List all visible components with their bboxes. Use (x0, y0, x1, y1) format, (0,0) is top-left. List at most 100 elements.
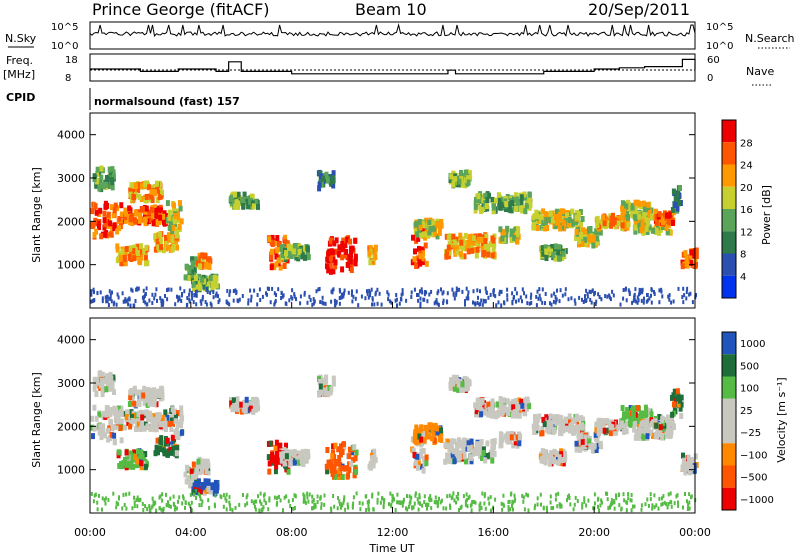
heatmap-cell (345, 261, 350, 268)
heatmap-cell (200, 503, 203, 507)
heatmap-cell (641, 287, 644, 292)
heatmap-cell (177, 223, 182, 230)
heatmap-cell (320, 502, 323, 507)
heatmap-cell (144, 194, 149, 200)
heatmap-cell (451, 494, 454, 499)
heatmap-cell (136, 448, 141, 455)
heatmap-cell (582, 300, 585, 304)
heatmap-cell (306, 453, 311, 460)
heatmap-cell (525, 399, 530, 406)
heatmap-cell (269, 300, 272, 305)
heatmap-cell (119, 463, 124, 470)
heatmap-cell (107, 303, 110, 307)
heatmap-cell (341, 292, 343, 297)
heatmap-cell (624, 428, 629, 435)
heatmap-cell (410, 495, 413, 500)
heatmap-cell (499, 441, 504, 448)
heatmap-cell (391, 494, 394, 498)
heatmap-cell (164, 245, 168, 252)
heatmap-cell (99, 233, 104, 240)
heatmap-cell (172, 501, 175, 506)
heatmap-cell (552, 448, 557, 455)
heatmap-cell (452, 239, 457, 246)
heatmap-cell (192, 267, 197, 273)
heatmap-cell (661, 217, 666, 224)
heatmap-cell (666, 218, 671, 225)
heatmap-cell (241, 294, 244, 298)
heatmap-cell (646, 497, 649, 502)
heatmap-cell (164, 294, 166, 298)
heatmap-cell (155, 219, 160, 226)
heatmap-cell (155, 412, 160, 419)
heatmap-cell (161, 447, 166, 454)
heatmap-cell (675, 191, 680, 198)
heatmap-cell (593, 492, 596, 497)
heatmap-cell (402, 500, 405, 504)
heatmap-cell (228, 500, 231, 505)
heatmap-cell (688, 292, 691, 297)
heatmap-cell (161, 498, 164, 503)
heatmap-cell (595, 437, 600, 444)
heatmap-cell (293, 493, 296, 498)
heatmap-cell (531, 224, 536, 231)
heatmap-cell (141, 295, 144, 300)
heatmap-cell (649, 411, 654, 418)
heatmap-cell (392, 496, 395, 501)
heatmap-cell (525, 492, 528, 497)
heatmap-cell (257, 494, 259, 499)
heatmap-cell (153, 232, 158, 239)
heatmap-cell (497, 300, 500, 305)
heatmap-cell (487, 496, 490, 501)
heatmap-cell (319, 496, 322, 501)
heatmap-cell (460, 442, 465, 449)
heatmap-cell (555, 414, 560, 421)
heatmap-cell (558, 225, 563, 232)
heatmap-cell (668, 297, 671, 302)
heatmap-cell (214, 275, 219, 282)
heatmap-cell (412, 256, 417, 263)
heatmap-cell (419, 448, 424, 455)
heatmap-cell (133, 182, 138, 189)
heatmap-cell (118, 425, 123, 432)
heatmap-cell (117, 216, 122, 222)
heatmap-cell (332, 240, 337, 247)
heatmap-cell (238, 401, 243, 408)
heatmap-cell (401, 288, 404, 293)
heatmap-cell (149, 193, 154, 200)
heatmap-cell (665, 502, 668, 507)
heatmap-cell (146, 209, 151, 216)
heatmap-cell (559, 288, 562, 293)
heatmap-cell (581, 502, 584, 507)
heatmap-cell (371, 302, 373, 307)
heatmap-cell (199, 468, 204, 475)
heatmap-cell (514, 401, 519, 408)
heatmap-cell (225, 492, 228, 497)
heatmap-cell (367, 250, 372, 257)
heatmap-cell (586, 292, 589, 297)
heatmap-cell (118, 495, 120, 500)
heatmap-cell (552, 506, 554, 510)
heatmap-cell (502, 229, 507, 236)
heatmap-cell (205, 287, 208, 292)
heatmap-cell (197, 492, 200, 497)
heatmap-cell (462, 253, 467, 260)
heatmap-cell (127, 401, 132, 407)
heatmap-cell (439, 427, 443, 434)
heatmap-cell (479, 439, 484, 446)
heatmap-cell (273, 495, 276, 500)
heatmap-cell (560, 457, 565, 464)
heatmap-cell (138, 256, 143, 263)
heatmap-cell (289, 504, 292, 509)
heatmap-cell (654, 214, 659, 221)
heatmap-cell (319, 300, 322, 304)
heatmap-cell (147, 218, 151, 225)
heatmap-cell (595, 215, 600, 222)
heatmap-cell (232, 289, 235, 294)
heatmap-cell (113, 413, 118, 420)
heatmap-cell (489, 495, 492, 500)
heatmap-cell (145, 423, 150, 430)
heatmap-cell (100, 387, 105, 394)
heatmap-cell (95, 170, 100, 177)
heatmap-cell (96, 220, 101, 227)
heatmap-cell (312, 498, 315, 503)
